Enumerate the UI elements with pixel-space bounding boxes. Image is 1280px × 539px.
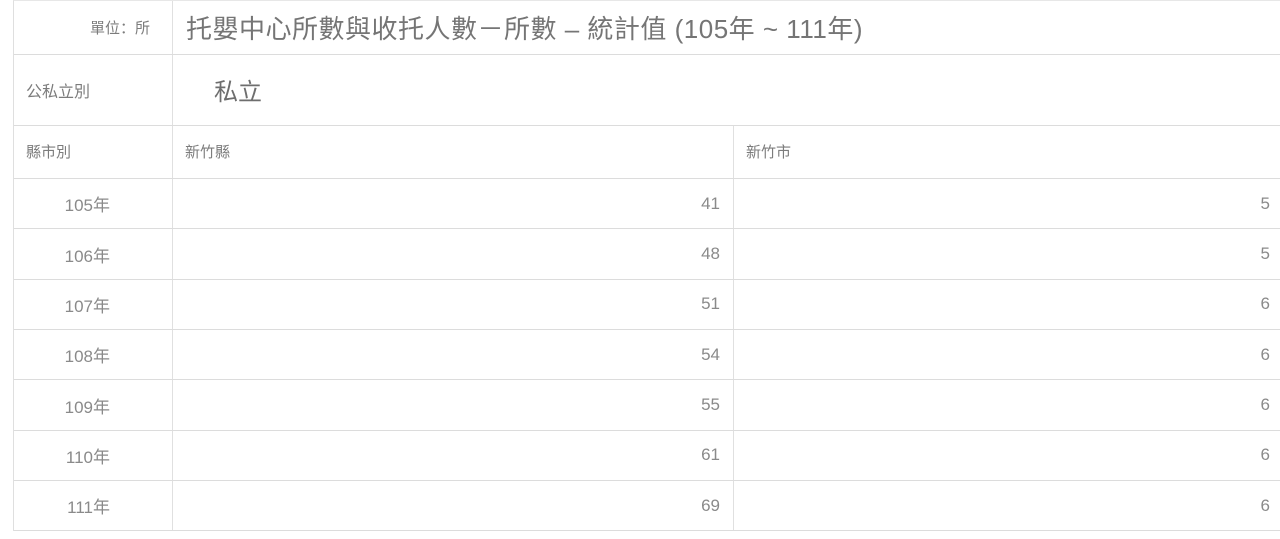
value-cell-hsinchu-county: 54	[173, 330, 734, 380]
table-row: 107年 51 6	[14, 279, 1280, 331]
table-row: 105年 41 5	[14, 179, 1280, 230]
year-label: 109年	[64, 397, 110, 417]
ownership-label-cell: 公私立別	[14, 54, 173, 125]
value-cell-hsinchu-city: 5	[734, 179, 1280, 228]
value-cell-hsinchu-city: 6	[734, 481, 1280, 530]
title-cell: 托嬰中心所數與收托人數－所數 – 統計值 (105年 ~ 111年)	[173, 1, 1280, 54]
value-cell-hsinchu-county: 51	[173, 279, 734, 330]
value-cell-hsinchu-county: 41	[173, 179, 734, 229]
cell-value: 6	[1260, 495, 1270, 515]
year-label: 111年	[67, 498, 110, 518]
cell-value: 61	[701, 445, 720, 465]
value-cell-hsinchu-county: 61	[173, 430, 734, 481]
year-cell: 106年	[14, 229, 173, 279]
value-cell-hsinchu-city: 6	[734, 280, 1280, 329]
data-rows-container: 105年 41 5 106年 48 5 107年 51 6 108年	[14, 179, 1280, 532]
value-cell-hsinchu-county: 48	[173, 229, 734, 279]
year-cell: 110年	[14, 430, 173, 481]
year-cell: 105年	[14, 179, 173, 229]
cell-value: 6	[1260, 445, 1270, 465]
value-cell-hsinchu-city: 6	[734, 330, 1280, 379]
year-label: 108年	[64, 347, 110, 367]
cell-value: 48	[701, 244, 720, 264]
column-header-label: 新竹縣	[185, 144, 231, 162]
region-column-hsinchu-city: 新竹市	[734, 126, 1280, 179]
table-row: 110年 61 6	[14, 430, 1280, 482]
cell-value: 69	[701, 495, 720, 515]
ownership-value-cell: 私立	[173, 55, 1280, 125]
cell-value: 6	[1260, 344, 1270, 364]
cell-value: 54	[701, 344, 720, 364]
value-cell-hsinchu-city: 6	[734, 431, 1280, 480]
year-cell: 107年	[14, 279, 173, 330]
ownership-row: 公私立別 私立	[14, 54, 1280, 126]
region-column-hsinchu-county: 新竹縣	[173, 125, 734, 178]
year-label: 106年	[64, 246, 110, 266]
year-label: 107年	[64, 296, 110, 316]
column-header-label: 新竹市	[746, 144, 792, 162]
value-cell-hsinchu-city: 6	[734, 380, 1280, 429]
year-cell: 111年	[14, 481, 173, 531]
table-row: 109年 55 6	[14, 380, 1280, 431]
header-row: 單位：所 托嬰中心所數與收托人數－所數 – 統計值 (105年 ~ 111年)	[14, 1, 1280, 55]
table-row: 111年 69 6	[14, 481, 1280, 532]
region-label-cell: 縣市別	[14, 125, 173, 178]
ownership-label: 公私立別	[26, 83, 91, 101]
stats-table: 單位：所 托嬰中心所數與收托人數－所數 – 統計值 (105年 ~ 111年) …	[13, 0, 1280, 532]
cell-value: 51	[701, 294, 720, 314]
value-cell-hsinchu-county: 69	[173, 481, 734, 531]
cell-value: 55	[701, 395, 720, 415]
cell-value: 41	[701, 193, 720, 213]
table-row: 106年 48 5	[14, 229, 1280, 280]
year-cell: 109年	[14, 380, 173, 430]
page-title: 托嬰中心所數與收托人數－所數 – 統計值 (105年 ~ 111年)	[186, 13, 863, 44]
year-label: 105年	[64, 196, 110, 216]
cell-value: 5	[1260, 193, 1270, 213]
unit-label: 單位：所	[89, 19, 150, 37]
table-row: 108年 54 6	[14, 330, 1280, 381]
ownership-value: 私立	[214, 79, 262, 106]
region-header-row: 縣市別 新竹縣 新竹市	[14, 125, 1280, 179]
value-cell-hsinchu-county: 55	[173, 380, 734, 430]
cell-value: 6	[1260, 395, 1270, 415]
value-cell-hsinchu-city: 5	[734, 229, 1280, 278]
cell-value: 6	[1260, 294, 1270, 314]
year-label: 110年	[65, 447, 110, 467]
year-cell: 108年	[14, 330, 173, 380]
region-label: 縣市別	[26, 144, 72, 162]
cell-value: 5	[1260, 244, 1270, 264]
unit-cell: 單位：所	[14, 1, 173, 54]
